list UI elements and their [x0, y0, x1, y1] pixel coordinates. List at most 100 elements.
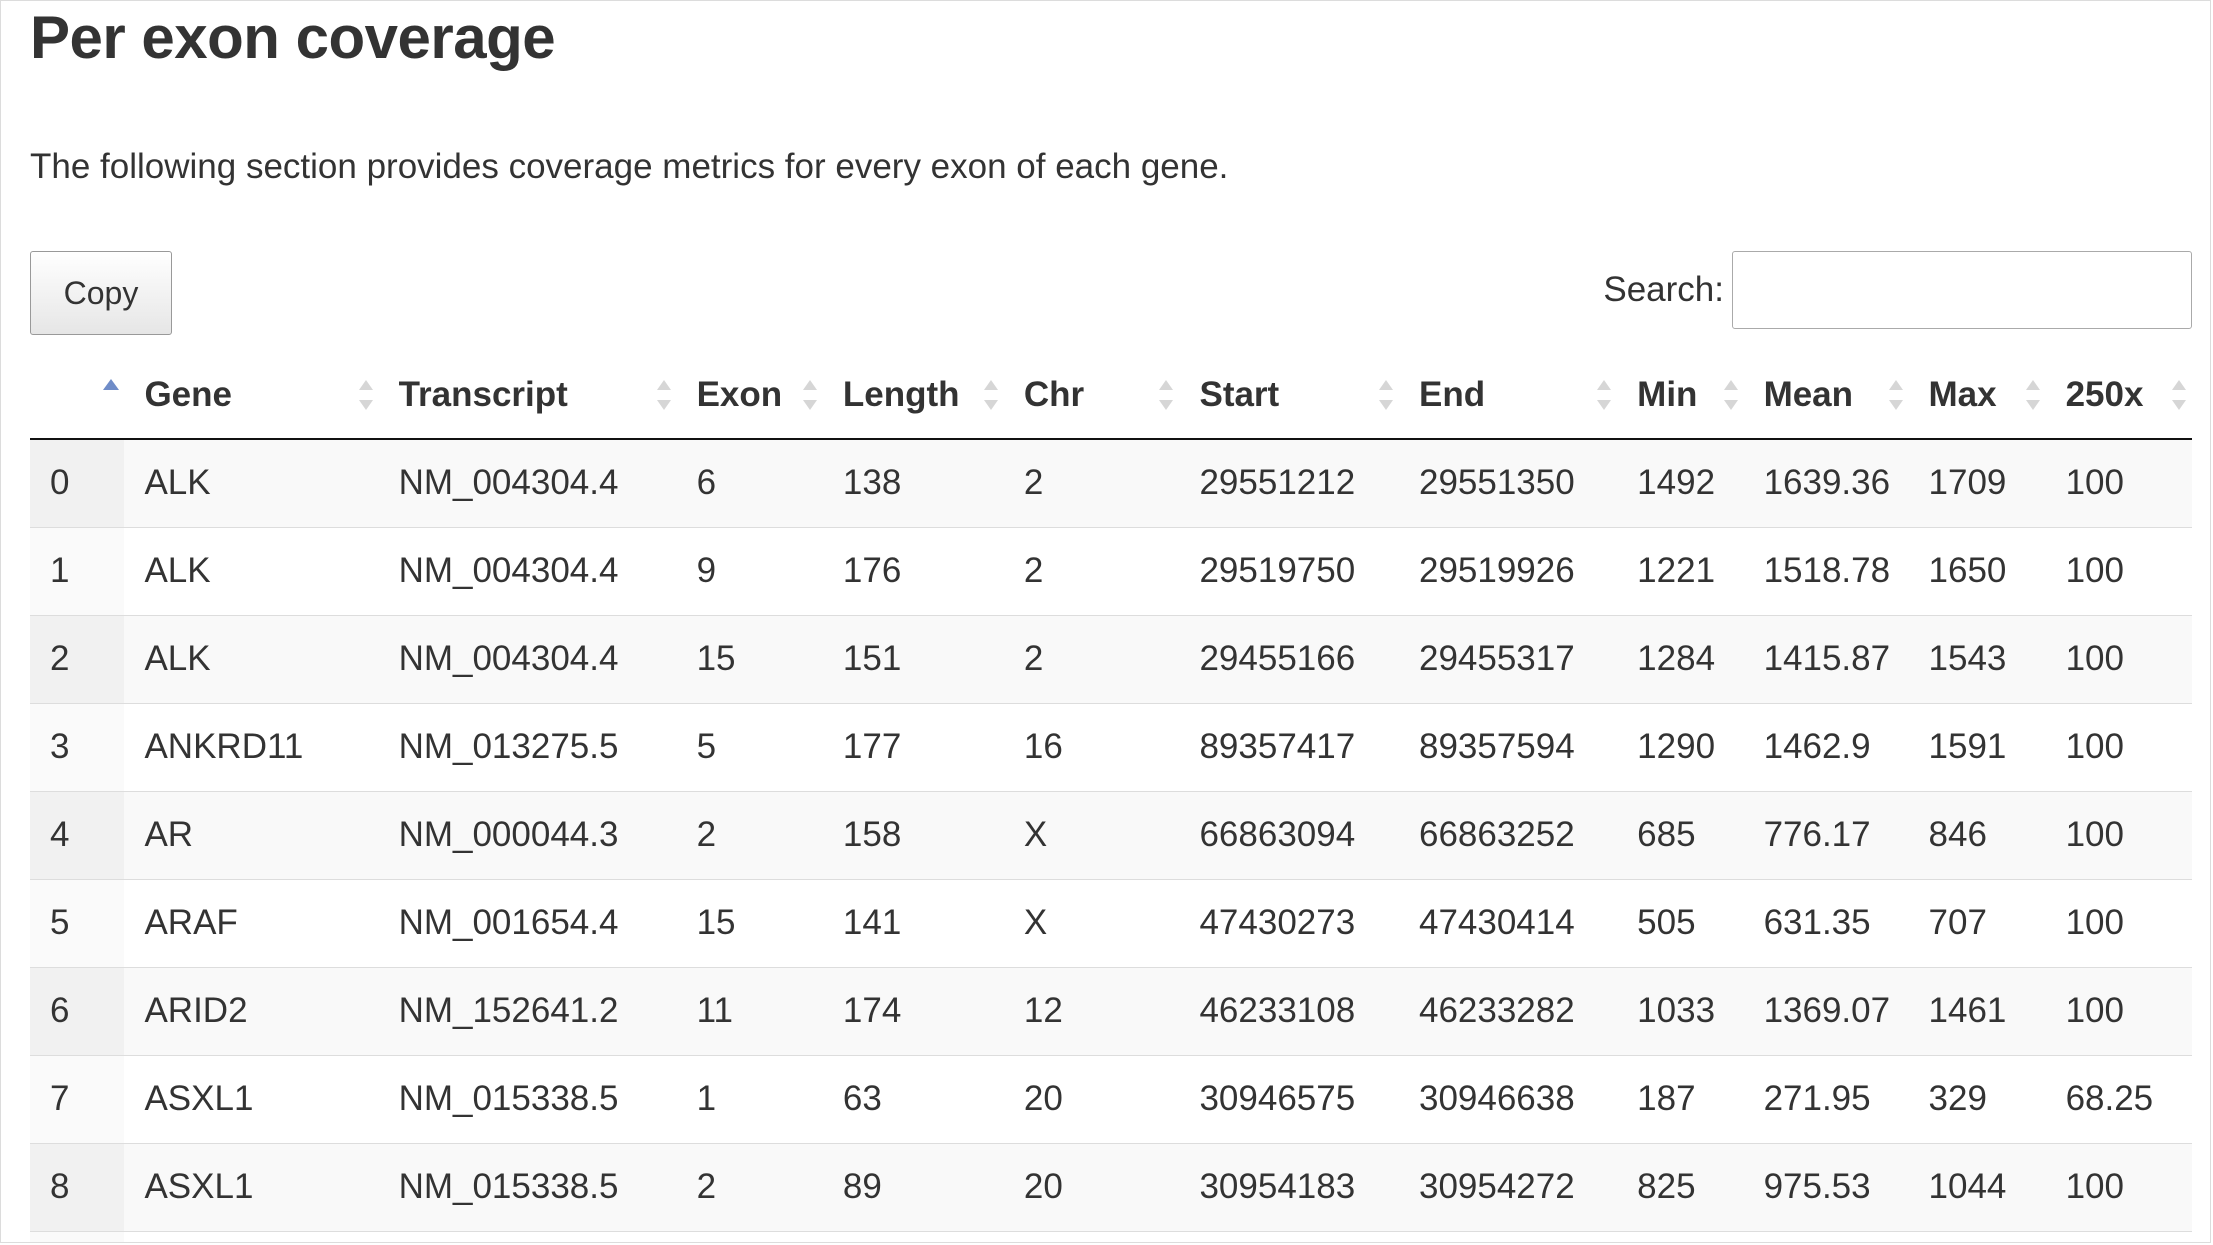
column-header-index[interactable]	[30, 351, 125, 440]
column-header-mean[interactable]: Mean	[1743, 351, 1909, 440]
column-header-min[interactable]: Min	[1617, 351, 1744, 440]
sort-arrows-icon	[802, 379, 817, 410]
cell-end: 29551350	[1398, 439, 1618, 527]
cell-gene: ASXL1	[124, 1142, 379, 1231]
cell-chr: 20	[1003, 1142, 1180, 1231]
cell-exon: 9	[676, 526, 823, 615]
cell-gene: ARAF	[124, 878, 379, 967]
cell-chr: 2	[1003, 526, 1180, 615]
cell-index: 2	[30, 614, 125, 703]
cell-max: 1461	[1908, 966, 2046, 1055]
cell-transcript: NM_152641.2	[378, 966, 677, 1055]
cell-end: 47430414	[1398, 878, 1618, 967]
column-header-label: Transcript	[398, 374, 568, 414]
table-row: 7 ASXL1 NM_015338.5 1 63 20 30946575 30946638 18…	[30, 1054, 2192, 1143]
cell-chr	[1003, 1230, 1180, 1242]
column-header-label: Length	[842, 374, 960, 414]
cell-length: 177	[822, 702, 1004, 791]
sort-arrows-icon	[2172, 379, 2186, 410]
column-header-label: End	[1418, 374, 1486, 414]
sort-arrows-icon	[2025, 379, 2040, 410]
cell-exon: 15	[676, 614, 823, 703]
cell-mean: 1462.9	[1743, 702, 1909, 791]
cell-min: 187	[1617, 1054, 1744, 1143]
cell-gene: ALK	[124, 526, 379, 615]
sort-arrows-icon	[1723, 379, 1738, 410]
column-header-chr[interactable]: Chr	[1003, 351, 1180, 440]
table-row: 6 ARID2 NM_152641.2 11 174 12 46233108 46233282…	[30, 966, 2192, 1055]
sort-arrows-icon	[1597, 379, 1612, 410]
column-header-exon[interactable]: Exon	[676, 351, 823, 440]
section-description: The following section provides coverage …	[30, 147, 1229, 186]
column-header-transcript[interactable]: Transcript	[378, 351, 677, 440]
search-input[interactable]	[1732, 251, 2192, 329]
cell-length: 89	[822, 1142, 1004, 1231]
cell-gene: ASXL1	[124, 1054, 379, 1143]
cell-exon	[676, 1230, 823, 1242]
column-header-length[interactable]: Length	[822, 351, 1004, 440]
cell-start: 29551212	[1179, 439, 1399, 527]
cell-min	[1617, 1230, 1744, 1242]
table-row: 4 AR NM_000044.3 2 158 X 66863094 66863252 685 77…	[30, 790, 2192, 879]
cell-index: 4	[30, 790, 125, 879]
column-header-end[interactable]: End	[1398, 351, 1618, 440]
cell-index: 7	[30, 1054, 125, 1143]
cell-chr: X	[1003, 878, 1180, 967]
cell-index: 8	[30, 1142, 125, 1231]
table-header-row: Gene Transcript Exon Length Chr Start End Min Me…	[30, 351, 2192, 440]
cell-end: 46233282	[1398, 966, 1618, 1055]
cell-chr: X	[1003, 790, 1180, 879]
cell-gene: AR	[124, 790, 379, 879]
cell-250x: 100	[2045, 526, 2192, 615]
cell-min: 1221	[1617, 526, 1744, 615]
cell-250x: 100	[2045, 790, 2192, 879]
cell-start: 29455166	[1179, 614, 1399, 703]
table-row: 0 ALK NM_004304.4 6 138 2 29551212 29551350 1492…	[30, 439, 2192, 527]
cell-exon: 5	[676, 702, 823, 791]
cell-length: 174	[822, 966, 1004, 1055]
cell-min: 1492	[1617, 439, 1744, 527]
search-label: Search:	[1603, 270, 1724, 309]
cell-end	[1398, 1230, 1618, 1242]
cell-start: 47430273	[1179, 878, 1399, 967]
cell-250x	[2045, 1230, 2192, 1242]
column-header-250x[interactable]: 250x	[2045, 351, 2192, 440]
cell-max: 1044	[1908, 1142, 2046, 1231]
cell-max: 1709	[1908, 439, 2046, 527]
cell-max: 1650	[1908, 526, 2046, 615]
table-row: 1 ALK NM_004304.4 9 176 2 29519750 29519926 1221…	[30, 526, 2192, 615]
column-header-label: Mean	[1763, 374, 1854, 414]
cell-mean: 1415.87	[1743, 614, 1909, 703]
cell-max: 329	[1908, 1054, 2046, 1143]
page-title: Per exon coverage	[30, 4, 556, 71]
cell-length: 138	[822, 439, 1004, 527]
column-header-label: Exon	[696, 374, 783, 414]
cell-250x: 100	[2045, 614, 2192, 703]
column-header-max[interactable]: Max	[1908, 351, 2046, 440]
cell-start: 30954183	[1179, 1142, 1399, 1231]
cell-transcript: NM_013275.5	[378, 702, 677, 791]
copy-button[interactable]: Copy	[30, 251, 172, 335]
cell-end: 89357594	[1398, 702, 1618, 791]
cell-min: 1033	[1617, 966, 1744, 1055]
cell-gene: ALK	[124, 614, 379, 703]
cell-start: 30946575	[1179, 1054, 1399, 1143]
cell-mean: 1639.36	[1743, 439, 1909, 527]
column-header-start[interactable]: Start	[1179, 351, 1399, 440]
cell-transcript: NM_001654.4	[378, 878, 677, 967]
cell-transcript: NM_015338.5	[378, 1142, 677, 1231]
table-row: 3 ANKRD11 NM_013275.5 5 177 16 89357417 8935759…	[30, 702, 2192, 791]
column-header-label: 250x	[2065, 374, 2144, 414]
cell-end: 30954272	[1398, 1142, 1618, 1231]
sort-arrows-icon	[1159, 379, 1174, 410]
cell-exon: 6	[676, 439, 823, 527]
column-header-label: Gene	[144, 374, 232, 414]
cell-index: 0	[30, 439, 125, 527]
cell-gene: ALK	[124, 439, 379, 527]
cell-index: 3	[30, 702, 125, 791]
column-header-gene[interactable]: Gene	[124, 351, 379, 440]
cell-mean: 975.53	[1743, 1142, 1909, 1231]
search-area: Search:	[1603, 251, 2192, 329]
cell-gene: ARID2	[124, 966, 379, 1055]
